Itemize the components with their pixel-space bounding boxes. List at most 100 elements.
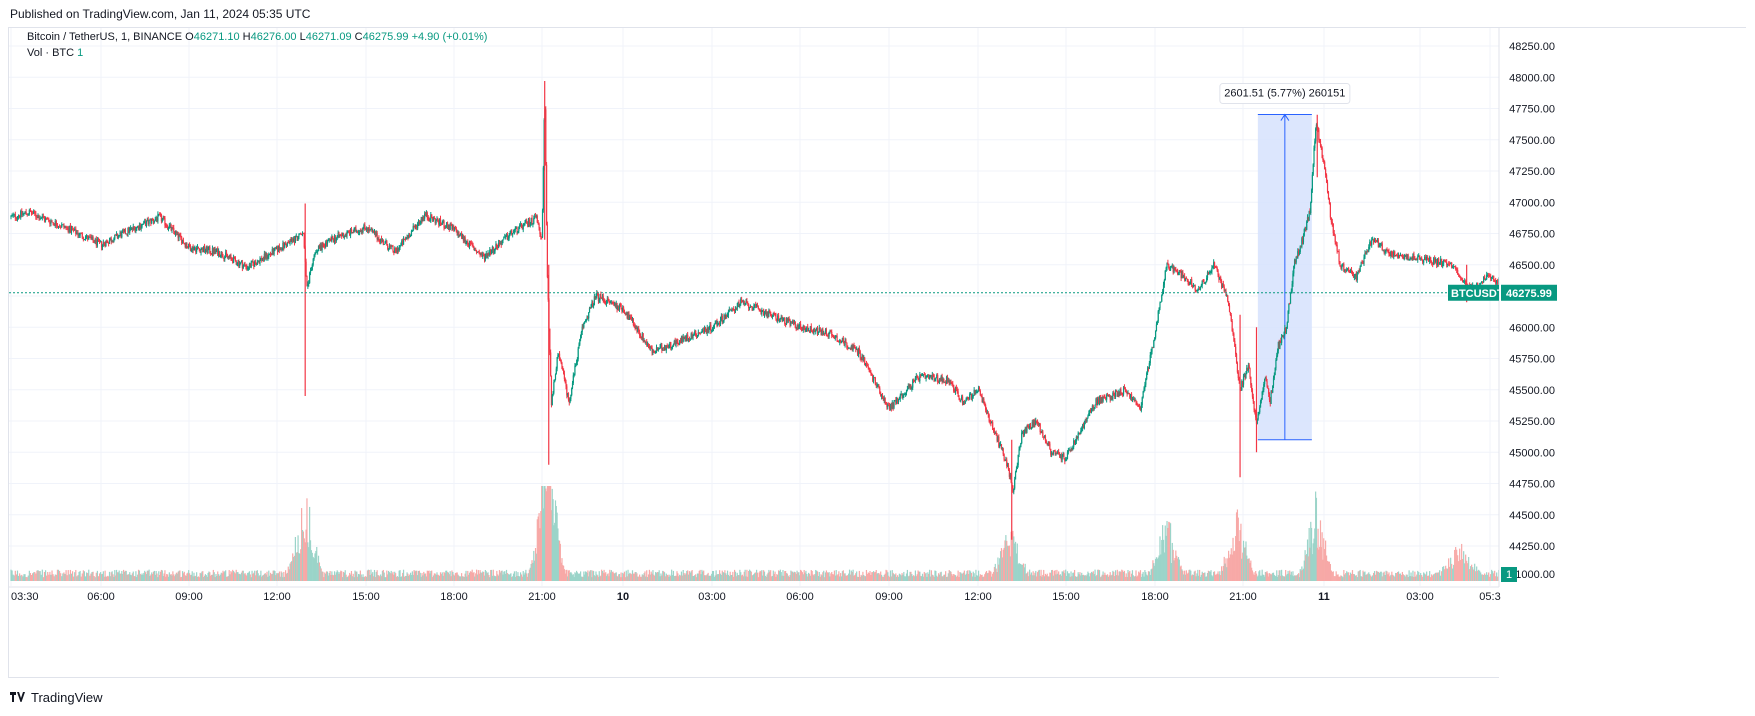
candle-body [937,375,939,382]
candle-body [618,306,620,311]
volume-bar [753,573,755,581]
volume-bar [80,576,82,581]
candle-body [381,239,384,241]
candle-body [453,228,456,230]
candle-body [421,219,423,222]
volume-bar [355,571,357,581]
volume-bar [1085,575,1087,581]
volume-bar [781,575,783,581]
candle-body [1064,458,1066,462]
candle-body [402,240,404,245]
volume-bar [526,573,528,581]
volume-bar [487,572,489,581]
candle-body [538,223,540,228]
volume-bar [614,573,616,581]
volume-bar [477,570,479,581]
candle-body [701,331,703,333]
volume-bar [847,575,849,581]
candle-body [115,233,118,235]
chart-frame[interactable]: 48250.00 48000.00 47750.00 47500.00 47250.00… [8,27,1747,679]
volume-bar [1362,570,1364,581]
volume-bar [1215,574,1217,581]
candle-body [571,388,573,395]
volume-bar [1111,574,1113,581]
candle-body [1426,256,1428,261]
candle-body [1058,451,1060,455]
candle-body [612,302,614,304]
volume-bar [410,574,413,581]
candle-body [49,221,51,224]
candle-body [104,244,106,247]
candle-body [815,330,817,332]
volume-bar [631,570,634,581]
candle-body [430,214,432,221]
price-chart[interactable]: 48250.0048000.0047750.0047500.0047250.00… [9,28,1747,679]
volume-bar [1199,576,1202,581]
volume-bar [1134,576,1136,581]
volume-bar [594,576,596,581]
volume-bar [30,574,33,581]
volume-bar [224,571,226,581]
candle-body [90,237,92,239]
candle-body [1284,327,1286,335]
candle-body [1385,249,1387,252]
candle-body [301,232,304,235]
volume-bar [276,573,278,581]
candle-body [852,345,854,350]
candle-body [419,222,421,224]
volume-bar [497,575,500,581]
volume-bar [84,576,87,581]
volume-bar [1450,557,1452,581]
volume-bar [1120,572,1122,581]
volume-bar [162,575,164,581]
volume-bar [943,574,945,581]
candle-body [1212,267,1214,269]
volume-bar [261,576,263,581]
volume-bar [1048,576,1050,581]
volume-bar [1336,574,1338,581]
candle-body [501,240,503,245]
candle-body [1098,398,1100,405]
candle-body [1433,258,1435,265]
candle-body [1369,242,1371,247]
volume-bar [1174,557,1176,581]
volume-bar [1104,572,1106,581]
candle-body [860,357,862,360]
candle-body [762,310,764,312]
candle-body [568,399,570,403]
candle-body [1079,432,1081,435]
candle-body [116,233,119,238]
volume-bar [142,574,144,581]
candle-body [134,227,136,232]
candle-body [1071,448,1073,450]
volume-bar [1127,570,1129,581]
volume-bar [1252,574,1254,581]
volume-bar [783,575,785,581]
volume-bar [257,573,259,581]
volume-bar [358,574,361,581]
volume-bar [897,575,899,581]
candle-body [558,353,560,355]
candle-body [43,217,46,221]
volume-bar [394,571,396,581]
volume-bar [800,570,803,581]
candle-body [1436,259,1438,266]
volume-bar [365,576,368,581]
candle-body [748,307,751,309]
candle-body [606,298,608,303]
candle-body [1459,275,1461,277]
candle-body [456,231,458,236]
candle-body [913,380,916,382]
volume-bar [694,575,696,581]
volume-bar [304,542,306,581]
volume-bar [1144,570,1146,581]
candle-body [549,328,551,353]
volume-bar [1465,554,1467,581]
candle-body [157,214,159,221]
candle-body [253,263,255,267]
candle-body [130,227,133,229]
volume-bar [357,576,359,581]
volume-bar [512,576,514,581]
volume-bar [1295,575,1297,581]
volume-bar [1374,574,1377,581]
